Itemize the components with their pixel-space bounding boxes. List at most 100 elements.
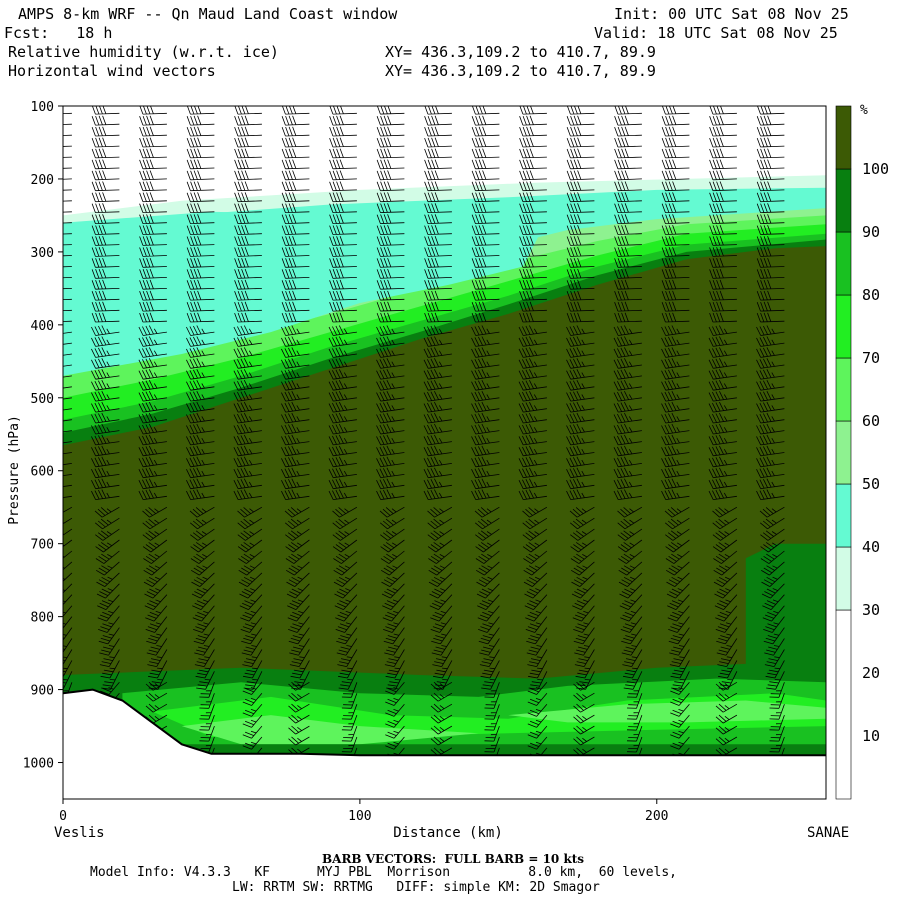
wind-barb-398 <box>708 369 737 380</box>
colorbar-tick-50: 50 <box>862 475 880 493</box>
wind-barb-711 <box>382 594 405 610</box>
wind-barb-197 <box>281 236 310 246</box>
wind-barb-767 <box>763 627 785 645</box>
wind-barb-51 <box>186 137 215 148</box>
wind-barb-673 <box>96 572 120 587</box>
wind-barb-570 <box>518 489 547 500</box>
wind-barb-61 <box>661 137 690 148</box>
wind-barb-745 <box>478 616 500 633</box>
wind-barb-435 <box>186 401 215 413</box>
wind-barb-732 <box>620 605 643 622</box>
wind-barb-555 <box>566 478 595 490</box>
wind-barb-175 <box>756 214 785 224</box>
wind-barb-342 <box>328 336 357 347</box>
wind-barb-24 <box>424 115 452 126</box>
colorbar-tick-70: 70 <box>862 349 880 367</box>
wind-barb-725 <box>287 605 310 622</box>
wind-barb-297 <box>471 301 500 312</box>
wind-barb-702 <box>714 583 738 599</box>
wind-barb-285 <box>661 290 690 301</box>
colorbar-bin-7 <box>835 168 852 233</box>
wind-barb-550 <box>328 478 357 490</box>
wind-barb-261 <box>281 279 310 290</box>
wind-barb-600 <box>427 517 453 530</box>
wind-barb-736 <box>63 616 73 629</box>
wind-barb-137 <box>471 192 500 203</box>
wind-barb-620 <box>617 528 643 541</box>
wind-barb-656 <box>63 561 73 571</box>
wind-barb-779 <box>574 638 595 656</box>
wind-barb-460 <box>613 412 642 424</box>
wind-barb-764 <box>621 627 643 645</box>
wind-barb-425 <box>471 391 500 402</box>
wind-barb-177 <box>91 225 120 235</box>
wind-barb-762 <box>526 627 548 645</box>
wind-barb-74 <box>519 148 547 159</box>
wind-barb-147 <box>186 203 215 213</box>
wind-barb-812 <box>623 660 643 679</box>
wind-barb-874 <box>626 704 643 720</box>
wind-barb-411 <box>566 380 595 391</box>
wind-barb-662 <box>333 561 358 576</box>
wind-barb-851 <box>242 692 263 706</box>
wind-barb-890 <box>715 714 738 724</box>
wind-barb-159 <box>756 203 785 213</box>
wind-barb-103 <box>376 170 405 181</box>
wind-barb-396 <box>613 369 642 380</box>
wind-barb-25 <box>471 115 500 126</box>
wind-barb-195 <box>186 236 215 246</box>
wind-barb-101 <box>281 170 310 181</box>
wind-barb-649 <box>475 550 500 564</box>
wind-barb-387 <box>186 369 215 380</box>
wind-barb-710 <box>334 594 358 610</box>
wind-barb-408 <box>423 380 452 391</box>
wind-barb-452 <box>233 412 262 424</box>
wind-barb-409 <box>471 380 500 391</box>
wind-barb-625 <box>95 539 120 553</box>
wind-barb-189 <box>661 225 690 235</box>
wind-barb-453 <box>281 412 310 424</box>
wind-barb-557 <box>661 478 690 490</box>
wind-barb-168 <box>424 214 452 224</box>
wind-barb-11 <box>566 106 595 115</box>
wind-barb-88 <box>424 159 452 170</box>
wind-barb-671 <box>760 561 785 576</box>
wind-barb-608 <box>63 528 73 536</box>
wind-barb-248 <box>424 268 452 279</box>
wind-barb-200 <box>424 236 452 246</box>
wind-barb-644 <box>238 550 263 564</box>
wind-barb-185 <box>471 225 500 235</box>
wind-barb-893 <box>199 725 215 742</box>
wind-barb-85 <box>281 159 310 170</box>
wind-barb-56 <box>424 137 452 148</box>
wind-barb-133 <box>281 192 310 203</box>
wind-barb-696 <box>429 583 453 599</box>
wind-barb-664 <box>428 561 453 576</box>
wind-barb-524 <box>613 456 642 468</box>
wind-barb-286 <box>709 290 737 301</box>
wind-barb-491 <box>566 434 595 446</box>
wind-barb-492 <box>613 434 642 446</box>
wind-barb-579 <box>189 506 215 518</box>
wind-barb-895 <box>288 725 310 735</box>
wind-barb-839 <box>385 682 405 695</box>
wind-barb-918 <box>769 736 785 753</box>
wind-barb-17 <box>91 115 120 126</box>
wind-barb-724 <box>240 605 263 622</box>
wind-barb-814 <box>718 660 738 679</box>
wind-barb-815 <box>765 660 785 679</box>
wind-barb-791 <box>384 649 405 667</box>
wind-barb-770 <box>146 638 168 656</box>
wind-barb-393 <box>471 369 500 380</box>
wind-barb-593 <box>94 517 120 530</box>
wind-barb-546 <box>138 478 167 490</box>
wind-barb-465 <box>91 423 120 435</box>
wind-barb-800 <box>63 660 73 678</box>
wind-barb-423 <box>376 391 405 402</box>
wind-barb-251 <box>566 268 595 279</box>
wind-barb-775 <box>384 638 405 656</box>
wind-barb-637 <box>665 539 690 553</box>
y-axis: 100 200 300 400 500 600 700 800 900 1000 <box>23 100 63 772</box>
wind-barb-726 <box>335 605 358 622</box>
wind-barb-569 <box>471 489 500 500</box>
